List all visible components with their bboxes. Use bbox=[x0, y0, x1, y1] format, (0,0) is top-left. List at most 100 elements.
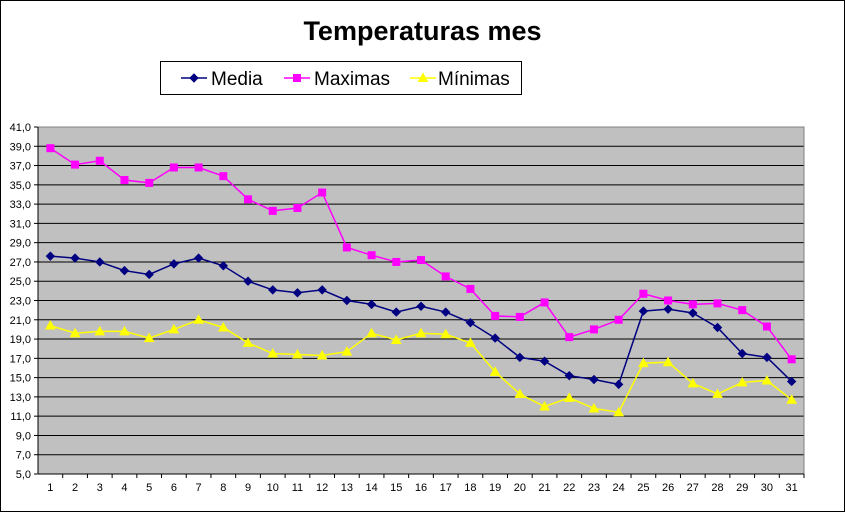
data-point-media bbox=[391, 307, 401, 317]
data-point-media bbox=[638, 306, 649, 316]
data-point-maximas bbox=[367, 251, 376, 260]
data-point-media bbox=[70, 253, 80, 263]
data-point-maximas bbox=[664, 296, 673, 305]
x-tick-label: 20 bbox=[514, 482, 526, 494]
data-point-media bbox=[663, 304, 673, 314]
data-point-media bbox=[243, 276, 253, 286]
y-tick-label: 23,0 bbox=[10, 296, 31, 308]
data-point-minimas bbox=[366, 327, 377, 338]
x-tick-label: 18 bbox=[464, 482, 476, 494]
y-tick-label: 19,0 bbox=[10, 334, 31, 346]
data-point-maximas bbox=[392, 257, 401, 266]
data-point-maximas bbox=[71, 160, 80, 169]
data-point-minimas bbox=[736, 376, 748, 387]
x-tick-label: 9 bbox=[245, 482, 251, 494]
data-point-media bbox=[193, 253, 204, 263]
x-tick-label: 1 bbox=[47, 482, 53, 494]
data-point-minimas bbox=[638, 357, 649, 368]
y-tick-label: 31,0 bbox=[10, 218, 31, 230]
data-point-maximas bbox=[219, 172, 228, 181]
data-point-minimas bbox=[267, 347, 279, 358]
x-tick-label: 26 bbox=[662, 482, 674, 494]
data-point-maximas bbox=[293, 203, 302, 212]
data-point-minimas bbox=[761, 374, 773, 385]
x-tick-label: 19 bbox=[489, 482, 501, 494]
data-point-media bbox=[416, 301, 426, 311]
x-tick-label: 6 bbox=[171, 482, 177, 494]
data-point-media bbox=[515, 352, 525, 363]
y-tick-label: 35,0 bbox=[10, 180, 31, 192]
data-point-maximas bbox=[762, 322, 771, 331]
x-tick-label: 31 bbox=[786, 482, 798, 494]
y-tick-label: 5,0 bbox=[16, 469, 31, 481]
data-point-minimas bbox=[687, 377, 699, 388]
y-tick-label: 11,0 bbox=[10, 411, 31, 423]
data-point-media bbox=[366, 299, 377, 310]
data-point-media bbox=[144, 269, 154, 280]
data-point-maximas bbox=[244, 195, 253, 204]
y-tick-label: 9,0 bbox=[16, 430, 31, 442]
data-point-maximas bbox=[95, 156, 104, 165]
x-tick-label: 21 bbox=[538, 482, 550, 494]
data-point-maximas bbox=[688, 300, 697, 309]
data-point-media bbox=[441, 307, 451, 317]
data-point-minimas bbox=[465, 337, 476, 347]
data-point-media bbox=[786, 376, 797, 387]
legend-marker-minimas bbox=[417, 72, 429, 82]
x-tick-label: 13 bbox=[341, 482, 353, 494]
x-tick-label: 4 bbox=[121, 482, 127, 494]
data-point-media bbox=[762, 352, 772, 363]
data-point-minimas bbox=[390, 334, 402, 345]
data-point-media bbox=[95, 257, 105, 267]
x-tick-label: 11 bbox=[292, 482, 303, 494]
data-point-minimas bbox=[415, 327, 427, 338]
data-point-maximas bbox=[639, 289, 648, 298]
data-point-media bbox=[589, 374, 599, 385]
data-point-media bbox=[317, 285, 327, 295]
data-point-maximas bbox=[268, 206, 277, 215]
x-tick-label: 12 bbox=[316, 482, 328, 494]
x-tick-label: 7 bbox=[196, 482, 202, 494]
legend-label-media: Media bbox=[211, 69, 263, 90]
data-point-maximas bbox=[120, 176, 129, 185]
y-tick-label: 39,0 bbox=[10, 141, 31, 153]
legend-label-maximas: Maximas bbox=[314, 69, 390, 90]
data-point-maximas bbox=[46, 144, 55, 153]
data-point-maximas bbox=[491, 311, 500, 320]
x-tick-label: 2 bbox=[72, 482, 78, 494]
x-tick-label: 5 bbox=[146, 482, 152, 494]
x-tick-label: 10 bbox=[267, 482, 279, 494]
data-point-minimas bbox=[69, 327, 81, 338]
y-tick-label: 7,0 bbox=[16, 450, 31, 462]
data-point-media bbox=[564, 370, 574, 381]
data-point-minimas bbox=[44, 320, 56, 330]
x-tick-label: 8 bbox=[220, 482, 226, 494]
data-point-minimas bbox=[168, 323, 180, 334]
data-point-minimas bbox=[662, 356, 674, 367]
y-tick-label: 13,0 bbox=[10, 392, 31, 404]
x-tick-label: 15 bbox=[390, 482, 402, 494]
data-point-minimas bbox=[292, 348, 303, 359]
y-tick-label: 15,0 bbox=[10, 373, 31, 385]
data-point-minimas bbox=[242, 337, 254, 347]
data-point-maximas bbox=[318, 188, 327, 197]
x-tick-label: 23 bbox=[588, 482, 600, 494]
data-point-maximas bbox=[515, 312, 524, 321]
x-tick-label: 14 bbox=[365, 482, 377, 494]
data-point-minimas bbox=[217, 321, 229, 332]
data-point-minimas bbox=[119, 325, 130, 336]
data-point-media bbox=[613, 379, 624, 390]
y-tick-label: 41,0 bbox=[10, 122, 31, 134]
x-tick-label: 24 bbox=[613, 482, 625, 494]
data-point-maximas bbox=[466, 284, 475, 293]
x-tick-label: 16 bbox=[415, 482, 427, 494]
data-point-maximas bbox=[614, 315, 623, 324]
data-point-minimas bbox=[786, 394, 798, 404]
legend-label-minimas: Mínimas bbox=[438, 69, 510, 90]
data-point-minimas bbox=[712, 388, 723, 398]
data-point-media bbox=[712, 322, 723, 333]
data-point-media bbox=[292, 288, 303, 298]
data-point-media bbox=[342, 295, 352, 306]
data-point-maximas bbox=[738, 306, 747, 315]
